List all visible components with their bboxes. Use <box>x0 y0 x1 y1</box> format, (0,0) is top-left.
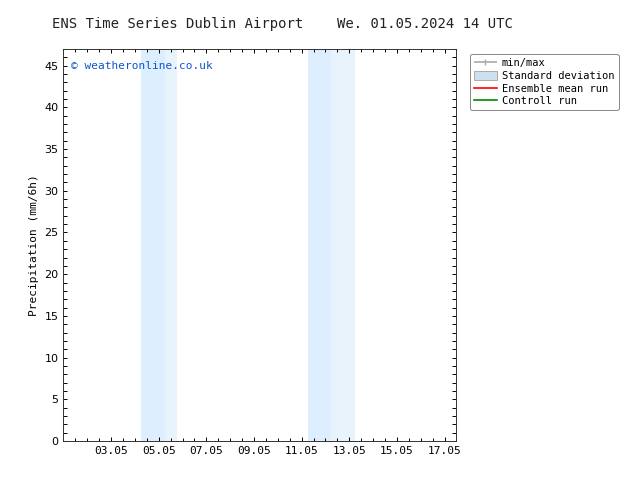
Text: ENS Time Series Dublin Airport: ENS Time Series Dublin Airport <box>52 17 303 31</box>
Bar <box>332 49 355 441</box>
Text: We. 01.05.2024 14 UTC: We. 01.05.2024 14 UTC <box>337 17 513 31</box>
Text: © weatheronline.co.uk: © weatheronline.co.uk <box>71 61 213 71</box>
Legend: min/max, Standard deviation, Ensemble mean run, Controll run: min/max, Standard deviation, Ensemble me… <box>470 54 619 110</box>
Bar <box>307 49 332 441</box>
Bar <box>141 49 165 441</box>
Y-axis label: Precipitation (mm/6h): Precipitation (mm/6h) <box>29 174 39 316</box>
Bar <box>165 49 176 441</box>
